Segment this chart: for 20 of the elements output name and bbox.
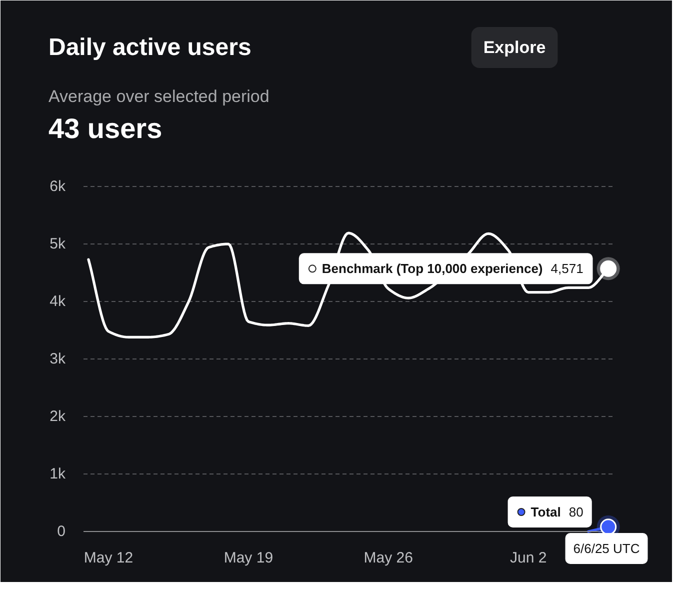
data-label: 4,571: [550, 261, 584, 276]
chart-title: Daily active users: [48, 34, 252, 61]
legend-label: Benchmark (Top 10,000 experience): [322, 261, 543, 276]
y-tick-label: 2k: [50, 408, 66, 425]
y-tick-label: 1k: [50, 466, 66, 482]
y-tick-label: 5k: [50, 236, 66, 252]
y-tick-label: 6k: [50, 178, 66, 195]
chart-subtitle: Average over selected period: [48, 87, 270, 106]
x-tick-label: Jun 2: [510, 550, 547, 566]
legend-label: Total: [530, 504, 561, 520]
x-tick-label: May 26: [364, 550, 414, 566]
text: Explore: [483, 38, 546, 57]
x-tick-label: May 12: [84, 550, 134, 566]
text: 6/6/25 UTC: [573, 541, 640, 556]
y-tick-label: 3k: [50, 350, 66, 368]
x-tick-label: May 19: [224, 550, 274, 566]
data-label: 80: [568, 504, 584, 520]
y-tick-label: 4k: [50, 293, 66, 310]
y-tick-label: 0: [57, 523, 66, 540]
text: 43 users: [48, 113, 162, 144]
